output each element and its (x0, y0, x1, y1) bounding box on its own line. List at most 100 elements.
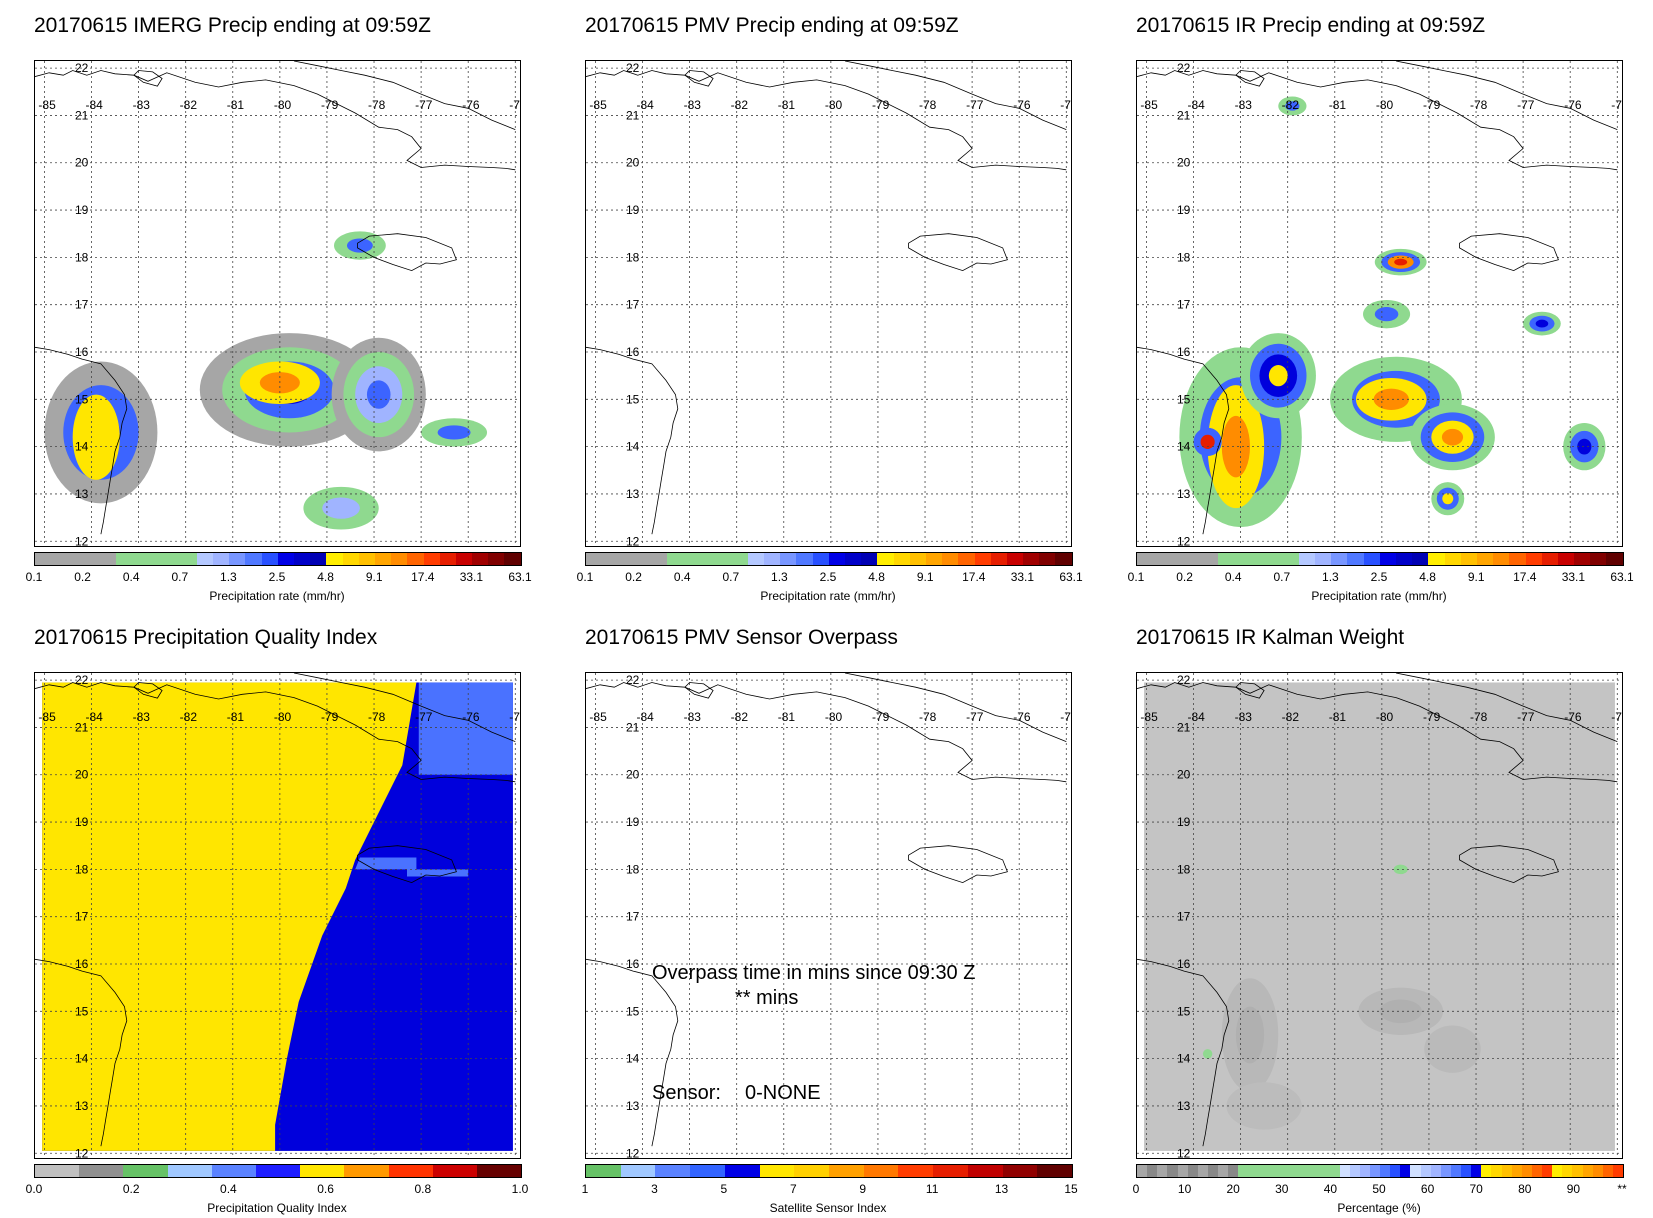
colorbar-swatch (132, 553, 141, 565)
colorbar-tick-label: 2.5 (819, 570, 837, 584)
colorbar-swatch (1339, 1165, 1350, 1177)
colorbar-swatch (1606, 553, 1615, 565)
map-sensor-overpass: -85 -84 -83 -82 -81 -80 -79 -78 -77 -76 -75 22 21 20 1… (585, 672, 1072, 1159)
lat-tick-label: 19 (75, 203, 89, 217)
colorbar-swatch (504, 553, 513, 565)
colorbar-swatch (691, 553, 700, 565)
lon-tick-label: -79 (321, 710, 339, 724)
lon-tick-label: -76 (462, 98, 480, 112)
colorbar-swatch (1428, 553, 1437, 565)
colorbar-swatch (1226, 553, 1235, 565)
jamaica-coastline (908, 233, 1008, 272)
colorbar-title: Percentage (%) (1337, 1201, 1421, 1215)
lat-tick-label: 15 (1177, 1004, 1191, 1018)
lon-tick-label: -79 (321, 98, 339, 112)
map-kalman-weight: -85 -84 -83 -82 -81 -80 -79 -78 -77 -76 -75 22 21 20 1… (1136, 672, 1623, 1159)
precip-core (72, 394, 120, 480)
colorbar-swatch (1602, 1165, 1613, 1177)
colorbar-swatch (1014, 553, 1024, 565)
isla-juventud-coastline (133, 682, 163, 699)
colorbar-swatch (1145, 553, 1154, 565)
colorbar-swatch (480, 553, 489, 565)
lat-tick-label: 12 (1177, 534, 1191, 546)
colorbar-swatch (463, 553, 473, 565)
colorbar-swatch (794, 1165, 830, 1177)
colorbar-swatch (1471, 1165, 1482, 1177)
colorbar-swatch (1582, 553, 1591, 565)
colorbar-swatch (869, 553, 878, 565)
colorbar-swatch (1557, 553, 1566, 565)
colorbar-swatch (1002, 1165, 1038, 1177)
lon-tick-label: -82 (731, 98, 749, 112)
colorbar-swatch (374, 553, 384, 565)
colorbar-swatch (1410, 1165, 1421, 1177)
colorbar-tick-label: 0.4 (1224, 570, 1242, 584)
colorbar-swatch (990, 553, 999, 565)
colorbar-swatch (1306, 553, 1316, 565)
colorbar-swatch (476, 1165, 522, 1177)
lon-tick-label: -83 (133, 710, 151, 724)
colorbar-swatch (67, 553, 76, 565)
lat-tick-label: 22 (75, 61, 89, 75)
colorbar-tick-label: 0.2 (122, 1182, 140, 1196)
colorbar-swatch (180, 553, 189, 565)
lon-tick-label: -81 (1329, 710, 1347, 724)
colorbar-tick-label: 60 (1420, 1182, 1435, 1196)
lat-tick-label: 19 (626, 203, 640, 217)
lat-tick-label: 20 (626, 156, 640, 170)
lon-tick-label: -82 (180, 710, 198, 724)
colorbar-swatch (1614, 553, 1623, 565)
colorbar-swatch (893, 553, 902, 565)
lat-tick-label: 16 (75, 345, 89, 359)
lon-tick-label: -77 (1517, 710, 1535, 724)
colorbar-tick-label: 17.4 (411, 570, 435, 584)
lon-tick-label: -81 (1329, 98, 1347, 112)
colorbar-swatch (1549, 553, 1558, 565)
panel-ir: 20170615 IR Precip ending at 09:59Z -85-… (1102, 0, 1653, 606)
colorbar-swatch (1197, 1165, 1208, 1177)
colorbar-swatch (188, 553, 197, 565)
colorbar-swatch (1420, 553, 1429, 565)
colorbar-swatch (909, 553, 918, 565)
colorbar-tick-label: 80 (1518, 1182, 1532, 1196)
lon-tick-label: -84 (1188, 98, 1206, 112)
colorbar-swatch (812, 553, 821, 565)
panel-title: 20170615 Precipitation Quality Index (34, 626, 378, 649)
lat-tick-label: 22 (1177, 61, 1191, 75)
lon-tick-label: -77 (415, 98, 433, 112)
colorbar-swatch (1193, 553, 1202, 565)
precip-area (1285, 101, 1300, 111)
colorbar-swatch (1006, 553, 1015, 565)
colorbar-tick-label: 0.4 (673, 570, 691, 584)
colorbar-tick-label: 0.7 (1273, 570, 1291, 584)
cuba-coastline (586, 70, 1067, 171)
kalman-highlight (1202, 1049, 1213, 1059)
colorbar-swatch (344, 1165, 389, 1177)
colorbar-swatch (675, 553, 684, 565)
kalman-shade (1379, 999, 1422, 1024)
colorbar-swatch (861, 553, 870, 565)
colorbar-swatch (885, 553, 894, 565)
lon-tick-label: -80 (1376, 710, 1394, 724)
colorbar-swatch (496, 553, 505, 565)
lat-tick-label: 20 (75, 156, 89, 170)
lat-tick-label: 14 (75, 440, 89, 454)
lat-tick-label: 12 (75, 1146, 89, 1158)
lat-tick-label: 19 (1177, 203, 1191, 217)
colorbar-swatch (1288, 1165, 1299, 1177)
colorbar-swatch (1531, 1165, 1542, 1177)
colorbar-swatch (1582, 1165, 1593, 1177)
colorbar-swatch (1501, 553, 1510, 565)
colorbar-swatch (1228, 1165, 1239, 1177)
colorbar-swatch (1282, 553, 1291, 565)
central-america-coastline (586, 346, 679, 535)
lon-tick-label: -75 (509, 98, 520, 112)
lon-tick-label: -82 (731, 710, 749, 724)
lon-tick-label: -84 (86, 98, 104, 112)
cuba-coastline (35, 70, 516, 171)
colorbar-swatch (1161, 553, 1170, 565)
cuba-north-coastline (1395, 61, 1618, 130)
colorbar-tick-label: 1.3 (1322, 570, 1339, 584)
colorbar-swatch (253, 553, 262, 565)
lon-tick-label: -78 (919, 98, 937, 112)
